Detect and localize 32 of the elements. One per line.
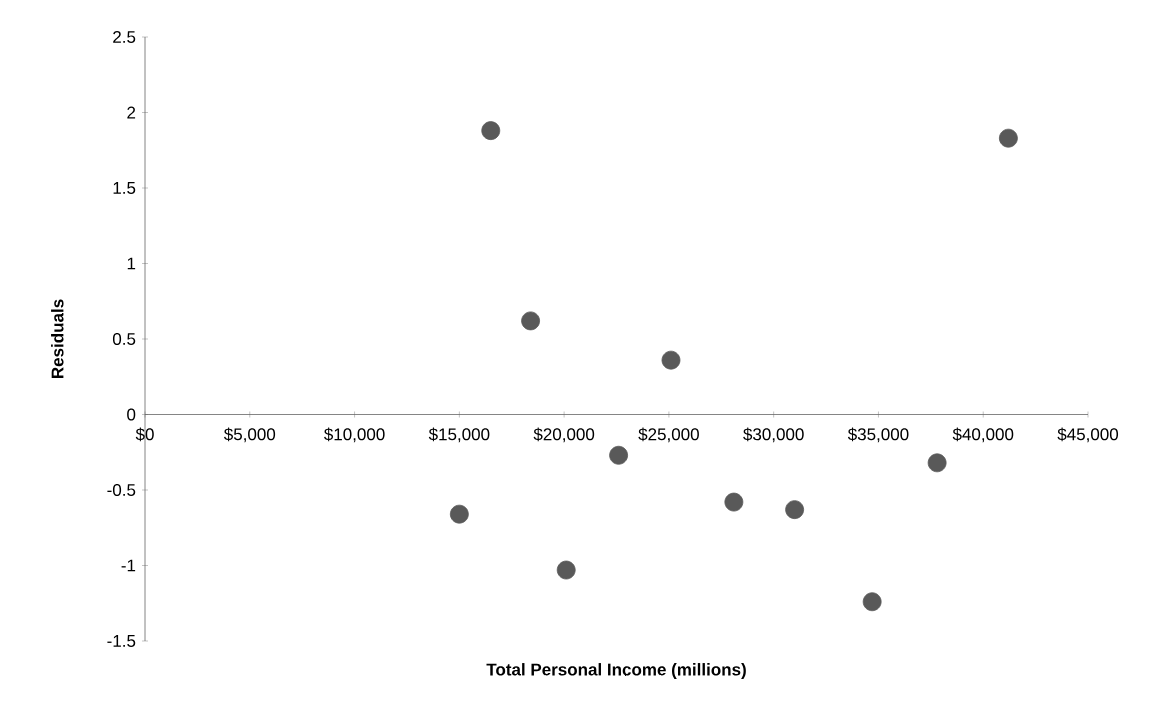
- x-tick-label: $10,000: [324, 427, 385, 443]
- x-tick-label: $15,000: [428, 427, 490, 443]
- point: [609, 445, 628, 465]
- y-tick-label: -1: [121, 559, 136, 572]
- y-tick-label: 1: [127, 257, 136, 270]
- point: [481, 121, 501, 141]
- point: [927, 453, 947, 473]
- x-tick-label: $30,000: [743, 427, 804, 443]
- y-axis-title: Residuals: [51, 299, 64, 379]
- point: [449, 504, 469, 524]
- y-tick-label: 0: [127, 408, 136, 421]
- point: [661, 350, 681, 370]
- y-tick-label: -0.5: [107, 484, 136, 497]
- point: [521, 311, 540, 331]
- point: [862, 592, 882, 612]
- y-tick-label: 2.5: [113, 31, 136, 44]
- x-tick-label: $0: [135, 427, 154, 442]
- y-tick-label: 0.5: [112, 333, 136, 346]
- y-tick-label: 1.5: [113, 182, 136, 194]
- point: [785, 500, 805, 520]
- point: [724, 492, 744, 512]
- y-tick-label: 2: [127, 106, 136, 119]
- point: [556, 560, 576, 580]
- x-tick-label: $35,000: [847, 427, 909, 443]
- y-tick-label: -1.5: [107, 635, 136, 647]
- x-tick-label: $20,000: [533, 427, 595, 443]
- x-tick-label: $5,000: [223, 427, 276, 443]
- x-axis-title: Total Personal Income (millions): [486, 663, 746, 679]
- point: [998, 128, 1018, 148]
- x-tick-label: $25,000: [638, 427, 699, 443]
- x-tick-label: $40,000: [952, 427, 1014, 443]
- x-tick-label: $45,000: [1057, 427, 1119, 443]
